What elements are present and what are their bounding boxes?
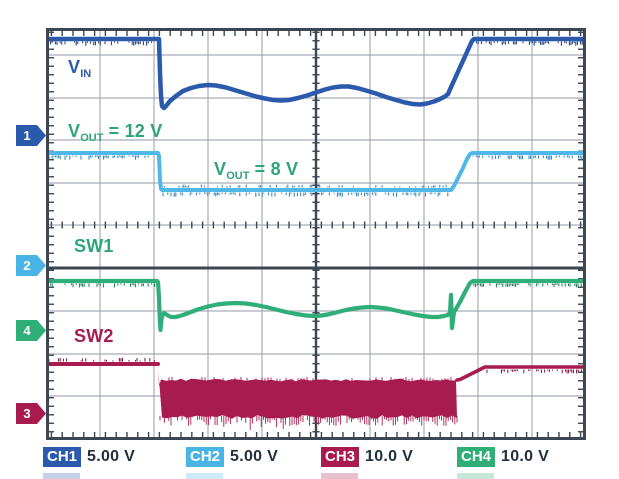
ch3-badge: CH3 [321, 447, 360, 467]
readout-ch1: CH1 5.00 V [43, 447, 135, 467]
ch1-badge: CH1 [43, 447, 82, 467]
ch2-badge: CH2 [186, 447, 225, 467]
trace-sw1 [46, 278, 586, 333]
label-vin-sub: IN [80, 68, 92, 80]
readout-ch3: CH3 10.0 V [321, 447, 413, 467]
readout-ch2: CH2 5.00 V [186, 447, 278, 467]
bottom-crop-remnant-ch1 [43, 473, 80, 479]
trace-vin [46, 36, 586, 111]
channel-4-marker: 4 [16, 320, 46, 341]
bottom-crop-remnant-ch4 [457, 473, 494, 479]
label-vin-main: V [68, 57, 81, 77]
label-sw1: SW1 [74, 236, 114, 256]
channel-3-marker: 3 [16, 403, 46, 424]
label-sw2: SW2 [74, 326, 114, 346]
ch2-scale: 5.00 V [230, 448, 279, 465]
sw2-switching-band [158, 362, 457, 419]
ch1-scale: 5.00 V [87, 448, 136, 465]
readout-ch4: CH4 10.0 V [457, 447, 549, 467]
label-vout-8: VOUT = 8 V [214, 159, 299, 182]
graticule-border [46, 28, 586, 440]
trace-vout [46, 151, 586, 192]
ch4-badge: CH4 [457, 447, 496, 467]
channel-2-marker: 2 [16, 255, 46, 276]
channel-1-marker: 1 [16, 125, 46, 146]
label-vin: VIN [68, 56, 91, 81]
graticule-svg [46, 28, 586, 440]
trace-sw2 [46, 362, 586, 382]
label-vout-12: VOUT = 12 V [68, 121, 163, 144]
bottom-crop-remnant-ch3 [321, 473, 358, 479]
bottom-crop-remnant-ch2 [186, 473, 223, 479]
ch4-scale: 10.0 V [501, 448, 550, 465]
ch3-scale: 10.0 V [365, 448, 414, 465]
